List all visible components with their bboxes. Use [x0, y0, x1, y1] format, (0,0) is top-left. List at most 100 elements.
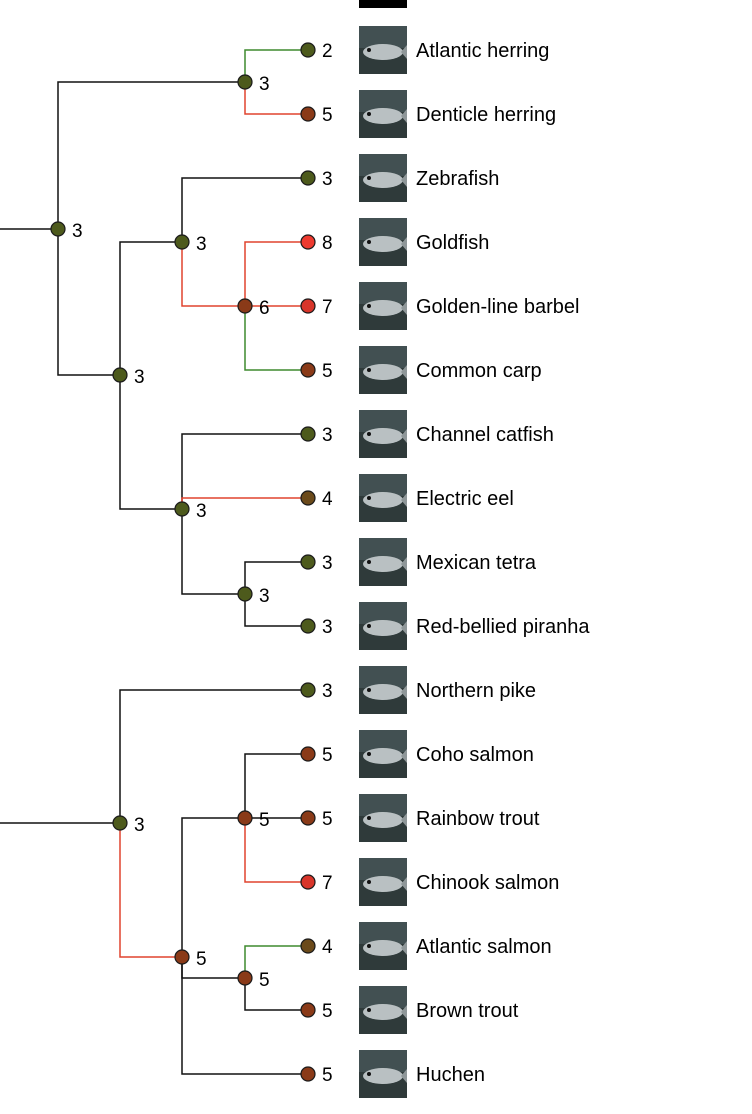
fish-thumbnail-icon: [359, 154, 407, 202]
tree-branch: [181, 957, 308, 1075]
species-label: Rainbow trout: [416, 808, 540, 830]
tree-branch: [119, 823, 182, 958]
species-label: Electric eel: [416, 488, 514, 510]
tree-branch: [244, 818, 308, 883]
internal-node: [237, 298, 253, 314]
internal-node: [112, 367, 128, 383]
internal-node: [50, 221, 66, 237]
tree-branch: [57, 81, 245, 229]
fish-thumbnail-icon: [359, 26, 407, 74]
leaf-value: 5: [322, 361, 333, 382]
internal-node: [174, 949, 190, 965]
leaf-value: 5: [322, 1001, 333, 1022]
fish-thumbnail-icon: [359, 794, 407, 842]
tree-branch: [181, 817, 245, 957]
internal-node: [237, 970, 253, 986]
species-label: Common carp: [416, 360, 542, 382]
internal-node: [237, 74, 253, 90]
species-label: Atlantic herring: [416, 40, 549, 62]
tree-branch: [119, 241, 182, 375]
leaf-node: [300, 682, 316, 698]
internal-node: [174, 501, 190, 517]
internal-node: [237, 810, 253, 826]
fish-thumbnail-icon: [359, 730, 407, 778]
fish-thumbnail-icon: [359, 1050, 407, 1098]
leaf-node: [300, 362, 316, 378]
species-label: Red-bellied piranha: [416, 616, 590, 638]
leaf-node: [300, 874, 316, 890]
fish-thumbnail-icon: [359, 282, 407, 330]
tree-branch: [57, 229, 120, 376]
tree-branch: [244, 82, 308, 115]
leaf-value: 5: [322, 1065, 333, 1086]
leaf-value: 5: [322, 809, 333, 830]
tree-branch: [181, 242, 245, 307]
fish-thumbnail-icon: [359, 410, 407, 458]
leaf-node: [300, 490, 316, 506]
species-label: Huchen: [416, 1064, 485, 1086]
leaf-value: 3: [322, 553, 333, 574]
internal-node-value: 3: [134, 367, 145, 388]
leaf-value: 8: [322, 233, 333, 254]
internal-node: [237, 586, 253, 602]
leaf-value: 4: [322, 937, 333, 958]
fish-thumbnail-icon: [359, 666, 407, 714]
leaf-value: 3: [322, 681, 333, 702]
internal-node-value: 5: [259, 970, 270, 991]
internal-node: [112, 815, 128, 831]
tree-branch: [244, 241, 308, 306]
internal-node-value: 3: [196, 234, 207, 255]
tree-branch: [181, 509, 245, 595]
leaf-value: 7: [322, 873, 333, 894]
leaf-node: [300, 1066, 316, 1082]
tree-branch: [181, 433, 308, 509]
leaf-value: 3: [322, 169, 333, 190]
species-label: Channel catfish: [416, 424, 554, 446]
tree-branch: [244, 594, 308, 627]
tree-branches: [0, 49, 308, 1075]
tree-branch: [244, 306, 308, 371]
fish-thumbnail-icon: [359, 858, 407, 906]
fish-thumbnail-icon: [359, 602, 407, 650]
species-label: Zebrafish: [416, 168, 499, 190]
internal-node-value: 5: [259, 810, 270, 831]
fish-thumbnail-icon: [359, 474, 407, 522]
species-label: Chinook salmon: [416, 872, 559, 894]
leaf-value: 2: [322, 41, 333, 62]
internal-node-value: 3: [259, 586, 270, 607]
leaf-value: 5: [322, 105, 333, 126]
leaf-node: [300, 1002, 316, 1018]
internal-node: [174, 234, 190, 250]
fish-thumbnail-icon: [359, 218, 407, 266]
fish-thumbnail-icon: [359, 346, 407, 394]
leaf-node: [300, 170, 316, 186]
species-label: Goldfish: [416, 232, 489, 254]
tree-branch: [244, 945, 308, 978]
tree-branch: [244, 753, 308, 818]
tree-branch: [119, 375, 182, 510]
leaf-value: 7: [322, 297, 333, 318]
leaf-value: 4: [322, 489, 333, 510]
leaf-value: 3: [322, 425, 333, 446]
internal-node-value: 3: [72, 221, 83, 242]
leaf-node: [300, 42, 316, 58]
leaf-node: [300, 234, 316, 250]
tree-branch: [244, 978, 308, 1011]
tree-labels: 2 Atlantic herring 5 Denticle herring 3 Zebra…: [72, 40, 590, 1086]
leaf-value: 3: [322, 617, 333, 638]
species-label: Golden-line barbel: [416, 296, 579, 318]
internal-node-value: 5: [196, 949, 207, 970]
fish-thumbnail-icon: [359, 922, 407, 970]
internal-node-value: 3: [196, 501, 207, 522]
species-label: Denticle herring: [416, 104, 556, 126]
tree-branch: [181, 177, 308, 242]
internal-node-value: 3: [134, 815, 145, 836]
internal-node-value: 6: [259, 298, 270, 319]
leaf-node: [300, 106, 316, 122]
species-label: Mexican tetra: [416, 552, 537, 574]
leaf-node: [300, 810, 316, 826]
species-label: Brown trout: [416, 1000, 519, 1022]
species-label: Northern pike: [416, 680, 536, 702]
fish-thumbnail-icon: [359, 538, 407, 586]
